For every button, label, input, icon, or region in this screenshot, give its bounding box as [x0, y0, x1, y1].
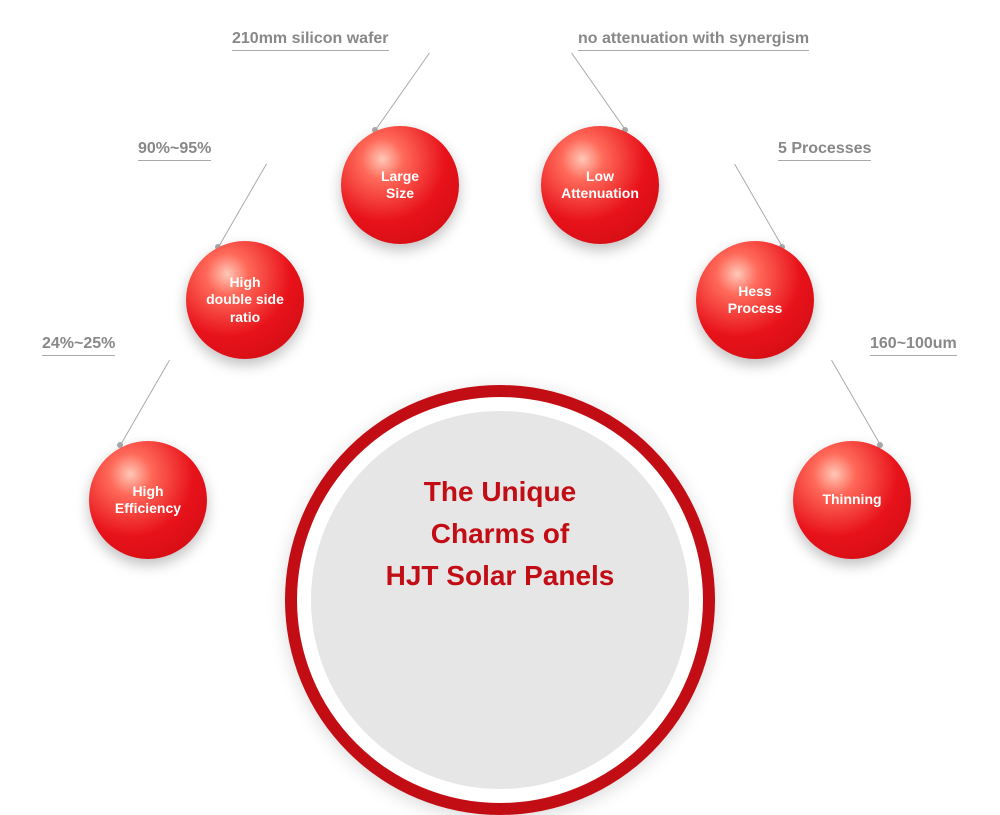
connector-line [120, 360, 170, 445]
callout-large-size: 210mm silicon wafer [232, 30, 389, 51]
sphere-inner: Highdouble sideratio [186, 241, 304, 359]
sphere-label: HighEfficiency [115, 483, 181, 518]
sphere-label: Highdouble sideratio [206, 274, 284, 327]
connector-line [375, 53, 430, 131]
connector-line [218, 164, 267, 248]
callout-thinning: 160~100um [870, 335, 957, 356]
sphere-inner: HighEfficiency [89, 441, 207, 559]
sphere-inner: Thinning [793, 441, 911, 559]
sphere-label: HessProcess [728, 283, 782, 318]
sphere-high-efficiency: HighEfficiency [89, 441, 207, 559]
center-ring-inner: The UniqueCharms ofHJT Solar Panels [311, 411, 689, 789]
sphere-large-size: LargeSize [341, 126, 459, 244]
callout-low-attenuation: no attenuation with synergism [578, 30, 809, 51]
callout-high-efficiency: 24%~25% [42, 335, 115, 356]
sphere-inner: LowAttenuation [541, 126, 659, 244]
connector-line [571, 53, 626, 131]
sphere-label: Thinning [822, 491, 881, 509]
sphere-label: LargeSize [381, 168, 419, 203]
sphere-inner: HessProcess [696, 241, 814, 359]
sphere-low-attenuation: LowAttenuation [541, 126, 659, 244]
sphere-label: LowAttenuation [561, 168, 639, 203]
connector-line [734, 164, 783, 248]
connector-line [831, 360, 881, 445]
callout-double-side: 90%~95% [138, 140, 211, 161]
sphere-thinning: Thinning [793, 441, 911, 559]
sphere-double-side: Highdouble sideratio [186, 241, 304, 359]
callout-hess-process: 5 Processes [778, 140, 871, 161]
sphere-inner: LargeSize [341, 126, 459, 244]
sphere-hess-process: HessProcess [696, 241, 814, 359]
center-title: The UniqueCharms ofHJT Solar Panels [386, 471, 615, 597]
